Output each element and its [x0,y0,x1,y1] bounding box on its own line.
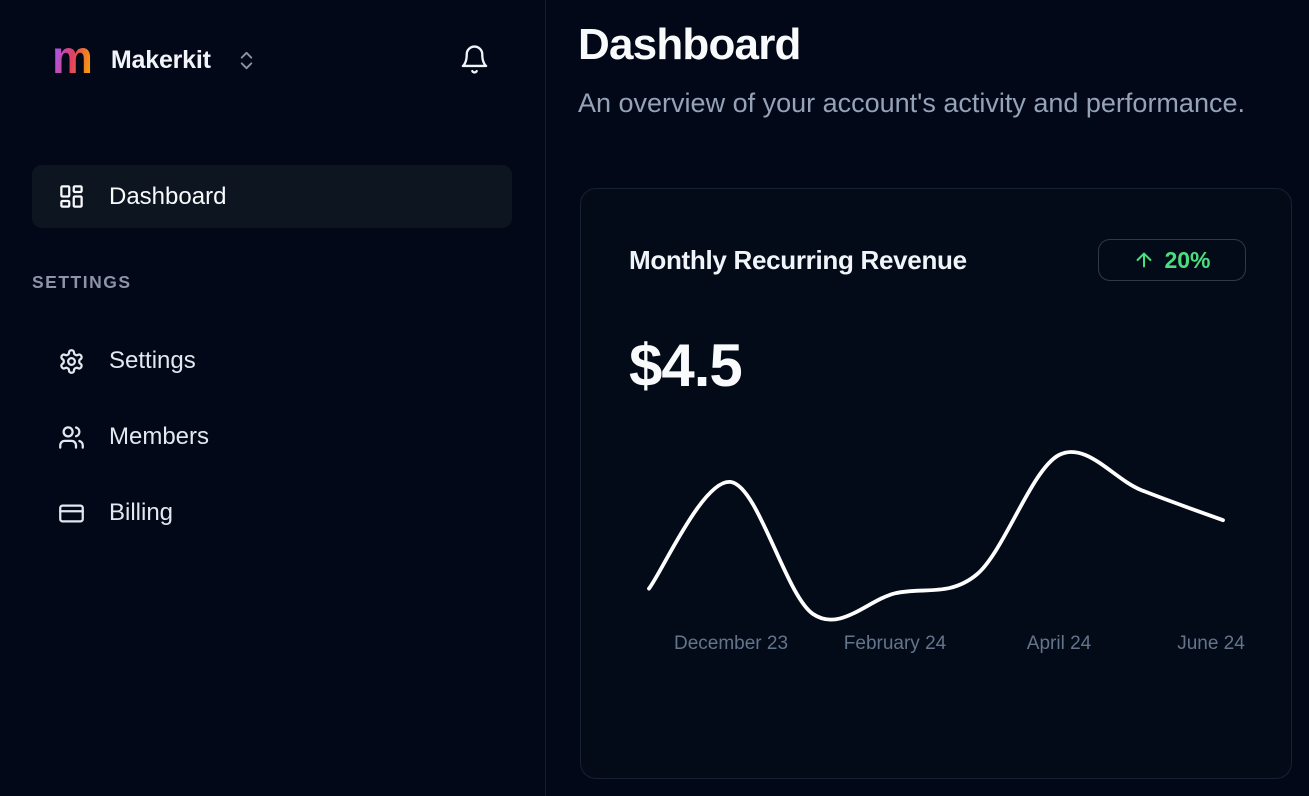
makerkit-logo-icon: m [52,31,93,83]
chevrons-up-down-icon[interactable] [235,49,258,72]
page-title: Dashboard [578,20,801,69]
users-icon [58,424,85,451]
sidebar-section-settings: SETTINGS [32,272,132,292]
sidebar-item-label: Dashboard [109,182,227,210]
sidebar-item-label: Billing [109,499,174,526]
mrr-value: $4.5 [629,332,743,399]
x-axis-tick: December 23 [673,633,789,654]
sidebar-item-label: Settings [109,347,196,374]
sidebar-item-settings[interactable]: Settings [32,333,512,389]
gear-icon [58,348,85,375]
sidebar-item-dashboard[interactable]: Dashboard [32,165,512,228]
x-axis-tick: June 24 [1177,633,1245,654]
sidebar-item-billing[interactable]: Billing [32,485,512,541]
page-subtitle: An overview of your account's activity a… [578,88,1245,118]
trend-badge: 20% [1098,239,1246,281]
sidebar: m Makerkit Dashboard SETTINGS [0,0,546,796]
bell-icon[interactable] [459,44,490,75]
layout-dashboard-icon [58,183,85,210]
arrow-up-icon [1133,249,1155,271]
mrr-card-title: Monthly Recurring Revenue [629,245,967,275]
sidebar-item-members[interactable]: Members [32,409,512,465]
trend-badge-value: 20% [1164,246,1211,273]
brand-name: Makerkit [110,45,211,74]
mrr-card: Monthly Recurring Revenue 20% $4.5 Decem… [580,188,1292,779]
line-series [647,450,1225,622]
mrr-line-chart [647,450,1225,622]
account-selector[interactable]: m Makerkit [52,32,258,88]
sidebar-item-label: Members [109,423,210,450]
main-content: Dashboard An overview of your account's … [546,0,1309,796]
credit-card-icon [58,500,85,527]
x-axis-tick: February 24 [843,633,947,654]
x-axis-tick: April 24 [1026,633,1092,654]
